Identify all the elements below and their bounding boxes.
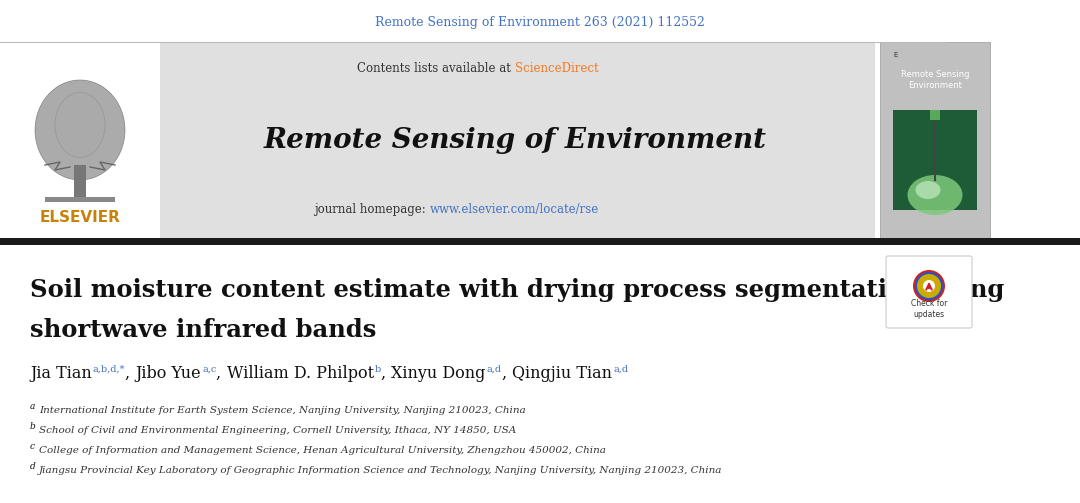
Text: a: a bbox=[30, 402, 36, 411]
Text: a,d: a,d bbox=[487, 365, 502, 374]
Text: Remote Sensing of Environment 263 (2021) 112552: Remote Sensing of Environment 263 (2021)… bbox=[375, 16, 705, 29]
Text: d: d bbox=[30, 462, 36, 471]
Text: ELSEVIER: ELSEVIER bbox=[40, 210, 121, 225]
Text: shortwave infrared bands: shortwave infrared bands bbox=[30, 318, 376, 342]
Text: School of Civil and Environmental Engineering, Cornell University, Ithaca, NY 14: School of Civil and Environmental Engine… bbox=[39, 426, 516, 435]
Text: Remote Sensing of Environment: Remote Sensing of Environment bbox=[264, 126, 767, 153]
Bar bbox=[160, 42, 875, 238]
Text: b: b bbox=[30, 422, 36, 431]
FancyBboxPatch shape bbox=[886, 256, 972, 328]
Ellipse shape bbox=[55, 93, 105, 157]
Text: c: c bbox=[30, 442, 35, 451]
Bar bbox=[0, 238, 1080, 245]
Text: ,: , bbox=[502, 365, 512, 382]
Text: journal homepage:: journal homepage: bbox=[314, 204, 430, 216]
Text: ,: , bbox=[381, 365, 391, 382]
Bar bbox=[0, 42, 160, 238]
Ellipse shape bbox=[915, 272, 943, 300]
Bar bbox=[75, 165, 86, 200]
Text: Jiangsu Provincial Key Laboratory of Geographic Information Science and Technolo: Jiangsu Provincial Key Laboratory of Geo… bbox=[39, 466, 723, 475]
Text: Soil moisture content estimate with drying process segmentation using: Soil moisture content estimate with dryi… bbox=[30, 278, 1004, 302]
Ellipse shape bbox=[907, 175, 962, 215]
Text: www.elsevier.com/locate/rse: www.elsevier.com/locate/rse bbox=[430, 204, 599, 216]
Bar bbox=[930, 110, 940, 120]
Text: ,: , bbox=[216, 365, 227, 382]
Text: William D. Philpot: William D. Philpot bbox=[227, 365, 374, 382]
Text: E: E bbox=[893, 52, 897, 58]
Text: Jia Tian: Jia Tian bbox=[30, 365, 92, 382]
Ellipse shape bbox=[917, 274, 941, 298]
Text: Contents lists available at: Contents lists available at bbox=[357, 61, 515, 74]
Text: International Institute for Earth System Science, Nanjing University, Nanjing 21: International Institute for Earth System… bbox=[39, 406, 526, 415]
Ellipse shape bbox=[913, 270, 945, 302]
Text: Jibo Yue: Jibo Yue bbox=[135, 365, 201, 382]
Ellipse shape bbox=[923, 280, 935, 292]
Text: b: b bbox=[375, 365, 381, 374]
Bar bbox=[45, 197, 114, 202]
Text: Xinyu Dong: Xinyu Dong bbox=[391, 365, 486, 382]
Text: Check for
updates: Check for updates bbox=[910, 299, 947, 319]
Ellipse shape bbox=[916, 181, 941, 199]
Bar bbox=[893, 110, 977, 210]
Text: a,c: a,c bbox=[202, 365, 216, 374]
Text: ,: , bbox=[125, 365, 135, 382]
Text: ScienceDirect: ScienceDirect bbox=[515, 61, 598, 74]
Text: a,b,d,*: a,b,d,* bbox=[93, 365, 125, 374]
Text: a,d: a,d bbox=[613, 365, 629, 374]
Bar bbox=[880, 42, 990, 238]
Text: Qingjiu Tian: Qingjiu Tian bbox=[512, 365, 612, 382]
Ellipse shape bbox=[35, 80, 125, 180]
Text: Remote Sensing
Environment: Remote Sensing Environment bbox=[901, 70, 969, 90]
Text: College of Information and Management Science, Henan Agricultural University, Zh: College of Information and Management Sc… bbox=[39, 446, 606, 455]
